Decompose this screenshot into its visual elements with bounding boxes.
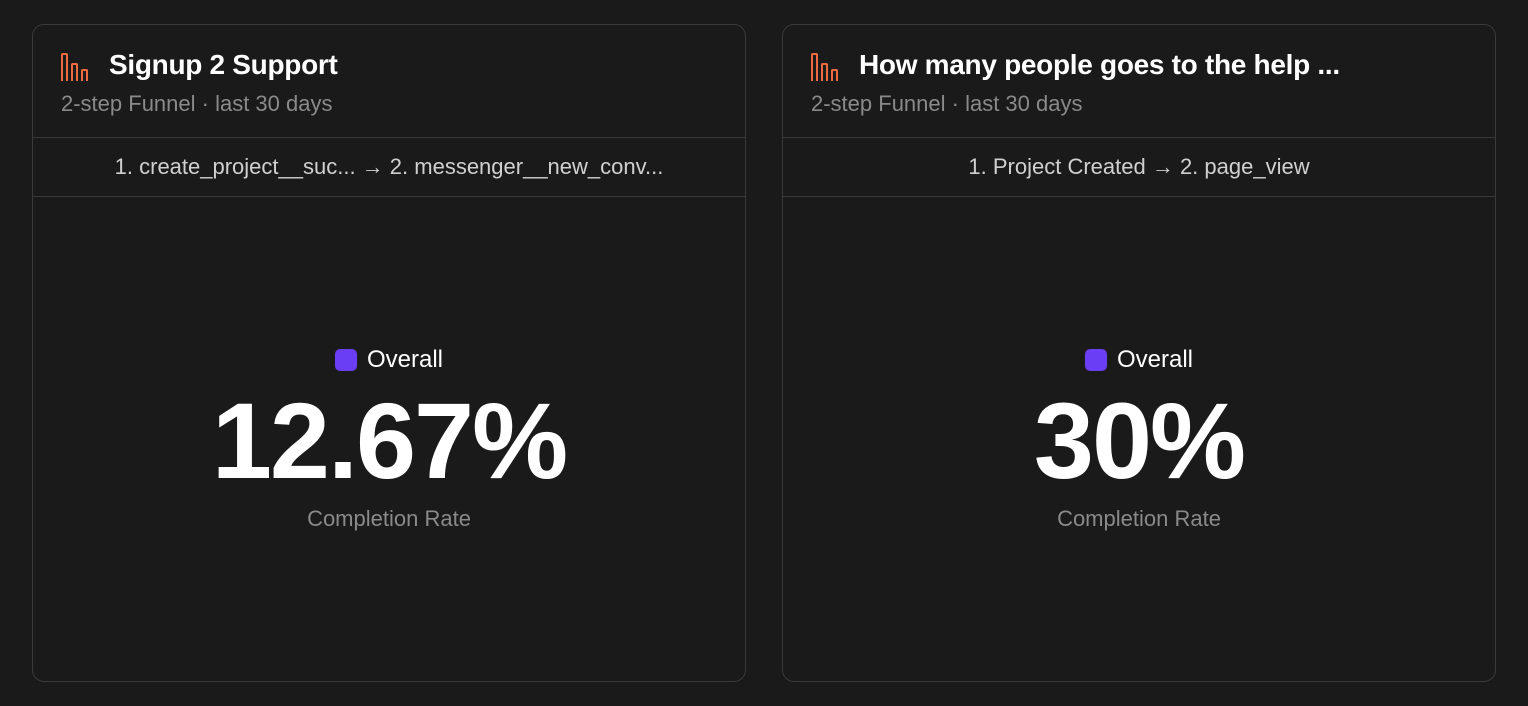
funnel-bars-icon bbox=[811, 49, 843, 81]
card-body: Overall 30% Completion Rate bbox=[783, 197, 1495, 681]
completion-rate-label: Completion Rate bbox=[1057, 506, 1221, 532]
funnel-steps: 1. create_project__suc... → 2. messenger… bbox=[33, 138, 745, 197]
completion-rate-label: Completion Rate bbox=[307, 506, 471, 532]
overall-label-row: Overall bbox=[335, 346, 443, 374]
card-subtitle: 2-step Funnel · last 30 days bbox=[61, 91, 717, 117]
completion-rate-value: 30% bbox=[1034, 382, 1244, 501]
card-body: Overall 12.67% Completion Rate bbox=[33, 197, 745, 681]
funnel-bars-icon bbox=[61, 49, 93, 81]
card-header: Signup 2 Support 2-step Funnel · last 30… bbox=[33, 25, 745, 138]
overall-badge-icon bbox=[1085, 349, 1107, 371]
completion-rate-value: 12.67% bbox=[212, 382, 566, 501]
overall-text: Overall bbox=[1117, 346, 1193, 374]
card-title: Signup 2 Support bbox=[109, 49, 338, 81]
overall-badge-icon bbox=[335, 349, 357, 371]
card-title-row: How many people goes to the help ... bbox=[811, 49, 1467, 81]
overall-label-row: Overall bbox=[1085, 346, 1193, 374]
card-title-row: Signup 2 Support bbox=[61, 49, 717, 81]
overall-text: Overall bbox=[367, 346, 443, 374]
card-header: How many people goes to the help ... 2-s… bbox=[783, 25, 1495, 138]
card-subtitle: 2-step Funnel · last 30 days bbox=[811, 91, 1467, 117]
card-title: How many people goes to the help ... bbox=[859, 49, 1340, 81]
funnel-card[interactable]: Signup 2 Support 2-step Funnel · last 30… bbox=[32, 24, 746, 682]
funnel-card[interactable]: How many people goes to the help ... 2-s… bbox=[782, 24, 1496, 682]
funnel-steps: 1. Project Created → 2. page_view bbox=[783, 138, 1495, 197]
